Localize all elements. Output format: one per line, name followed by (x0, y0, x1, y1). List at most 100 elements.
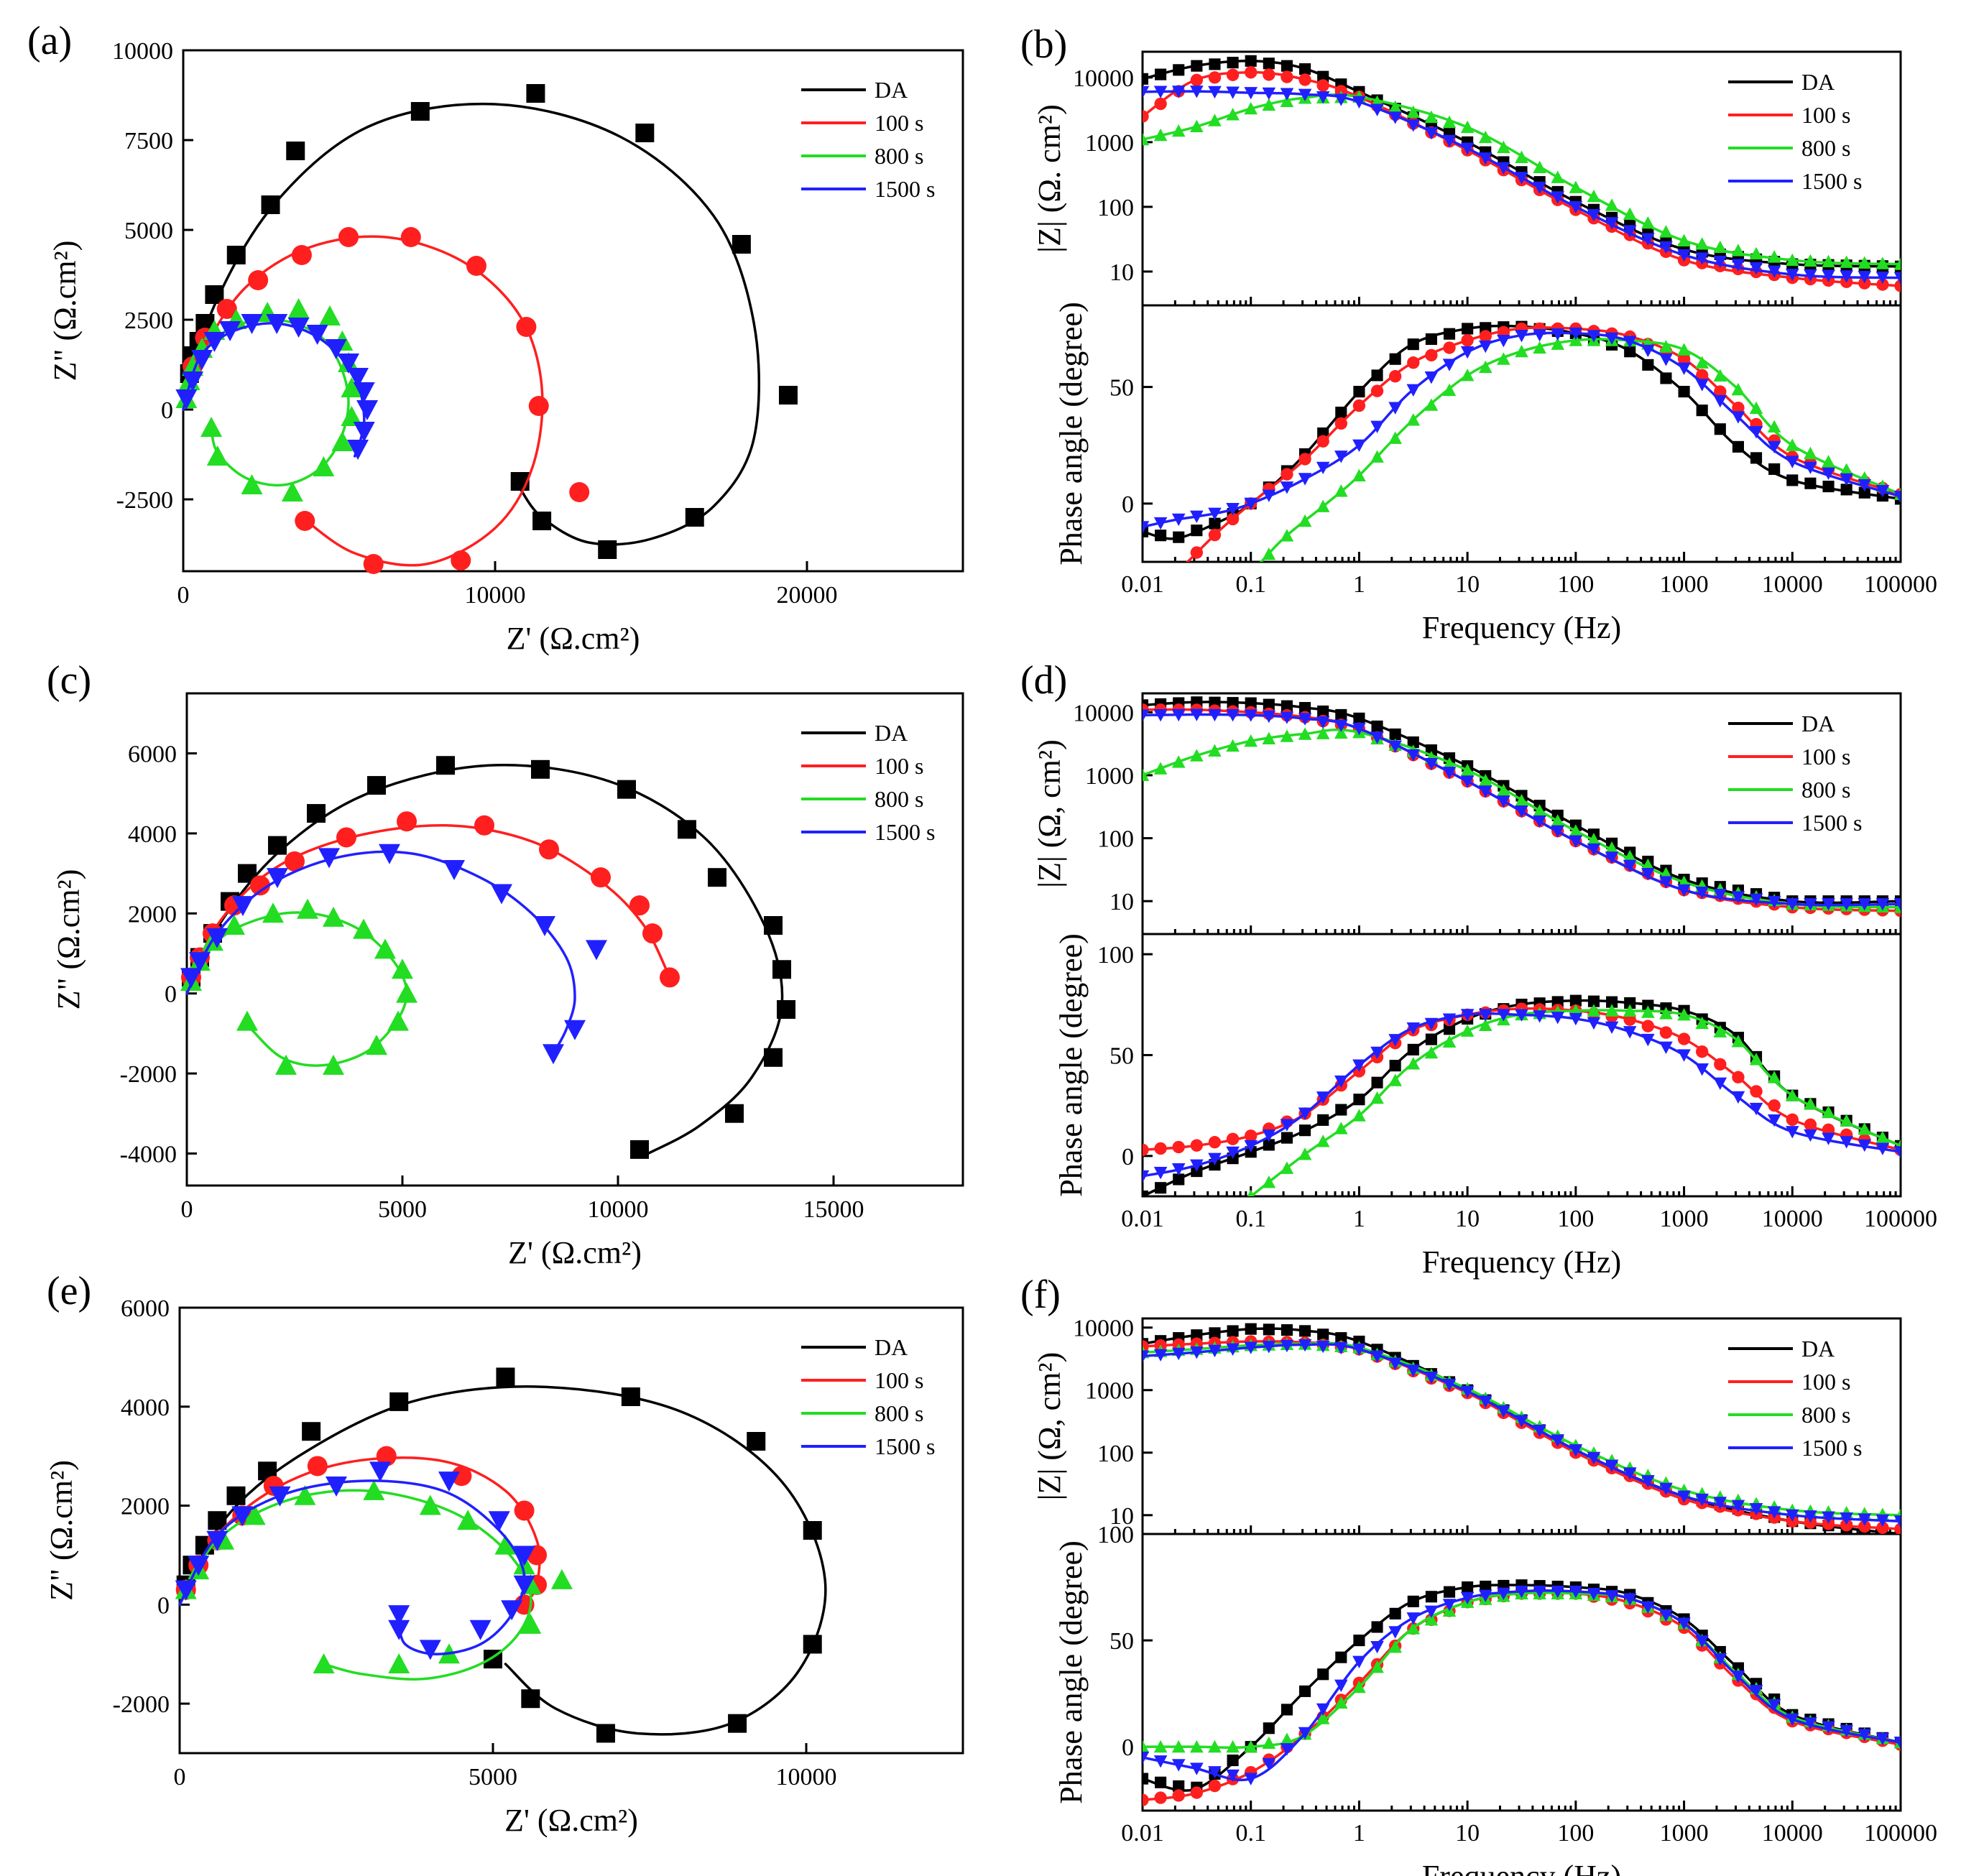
phase-axis-title: Phase angle (degree) (1053, 1540, 1089, 1803)
fit-line (1259, 338, 1901, 562)
data-point (188, 1556, 210, 1576)
data-point (777, 999, 795, 1019)
data-point (1767, 1699, 1781, 1712)
data-point (1155, 68, 1167, 80)
data-point (1190, 510, 1204, 524)
data-point (1587, 1451, 1601, 1465)
legend-label: 800 s (1801, 135, 1850, 161)
data-point (1497, 783, 1510, 797)
plot-frame (185, 692, 964, 1187)
data-point (1569, 200, 1583, 214)
data-point (1714, 385, 1727, 398)
data-point (1370, 420, 1384, 433)
data-point (1442, 134, 1457, 148)
y-tick-label: 50 (1109, 375, 1134, 402)
data-point (1155, 1776, 1167, 1788)
data-point (1641, 1475, 1655, 1488)
data-point (1804, 477, 1817, 489)
data-point (1190, 1159, 1204, 1172)
data-point (200, 417, 223, 437)
data-point (1659, 1609, 1673, 1622)
data-point (1371, 369, 1383, 382)
series-1500s (1143, 708, 1901, 911)
data-point (1767, 420, 1781, 433)
data-point (550, 1568, 573, 1589)
data-point (1334, 93, 1348, 106)
data-point (297, 898, 318, 919)
data-point (1335, 406, 1347, 419)
data-point (1208, 744, 1222, 757)
data-point (1478, 1589, 1492, 1603)
data-point (1209, 58, 1221, 70)
data-point (1171, 124, 1186, 137)
data-point (1785, 438, 1799, 451)
data-point (1424, 110, 1439, 124)
data-point (1624, 346, 1636, 358)
data-point (1731, 259, 1745, 272)
data-point (1299, 1685, 1311, 1697)
data-point (1443, 1586, 1456, 1598)
phase-axis-title: Phase angle (degree) (1053, 302, 1089, 565)
data-point (1208, 1136, 1222, 1149)
data-point (387, 1010, 409, 1031)
data-point (1443, 1023, 1456, 1035)
data-point (1190, 749, 1204, 762)
series-1500s (180, 844, 607, 1065)
y-tick-label: 4000 (128, 821, 177, 848)
data-point (1587, 995, 1600, 1007)
data-point (1143, 768, 1150, 782)
data-point (1460, 1009, 1475, 1022)
data-point (206, 1530, 229, 1551)
data-point (1262, 710, 1276, 724)
data-point (1371, 1621, 1383, 1633)
data-point (1244, 734, 1258, 747)
data-point (1749, 1684, 1763, 1698)
data-point (1190, 1346, 1204, 1359)
modulus-axis-title: |Z| (Ω, cm²) (1032, 739, 1067, 887)
x-tick-label: 0 (177, 582, 190, 609)
data-point (1713, 369, 1727, 382)
data-point (1442, 767, 1457, 780)
data-point (1714, 1058, 1727, 1071)
data-point (1677, 1617, 1691, 1630)
data-point (1840, 1512, 1853, 1525)
nyquist-plot-c: 0 5000 10000 15000 -4000 -2000 0 2000 4000 6000 Z'… (47, 658, 964, 1270)
data-point (1460, 775, 1475, 788)
data-point (569, 482, 590, 502)
data-point (1316, 79, 1329, 92)
data-point (1316, 716, 1330, 729)
data-point (1605, 841, 1619, 854)
y-tick-label: 6000 (121, 1295, 170, 1322)
series-DA (176, 1367, 827, 1743)
data-point (1587, 843, 1601, 856)
data-point (1407, 356, 1420, 369)
data-point (1281, 468, 1293, 481)
x-tick-label: 0.01 (1121, 1206, 1164, 1232)
data-point (1875, 1514, 1890, 1528)
data-point (474, 815, 494, 836)
data-point (1623, 849, 1637, 863)
data-point (1677, 1490, 1691, 1503)
data-point (1731, 1500, 1745, 1513)
series-800s (1247, 1004, 1901, 1196)
data-point (400, 227, 421, 247)
data-point (1569, 327, 1583, 341)
data-point (1749, 1503, 1763, 1516)
data-point (336, 827, 356, 848)
fit-line (178, 1385, 827, 1736)
data-point (1190, 86, 1204, 98)
data-point (1515, 329, 1528, 343)
data-point (1280, 729, 1294, 742)
data-point (1406, 105, 1421, 119)
data-point (1370, 1350, 1384, 1363)
data-point (1479, 330, 1492, 343)
data-point (1478, 1009, 1492, 1022)
data-point (1876, 1521, 1889, 1534)
data-point (1281, 1324, 1293, 1336)
x-tick-label: 0 (181, 1196, 193, 1223)
data-point (1143, 1190, 1149, 1196)
data-point (732, 235, 751, 254)
x-tick-label: 20000 (777, 582, 838, 609)
data-point (1605, 1590, 1619, 1603)
data-point (1804, 461, 1817, 474)
